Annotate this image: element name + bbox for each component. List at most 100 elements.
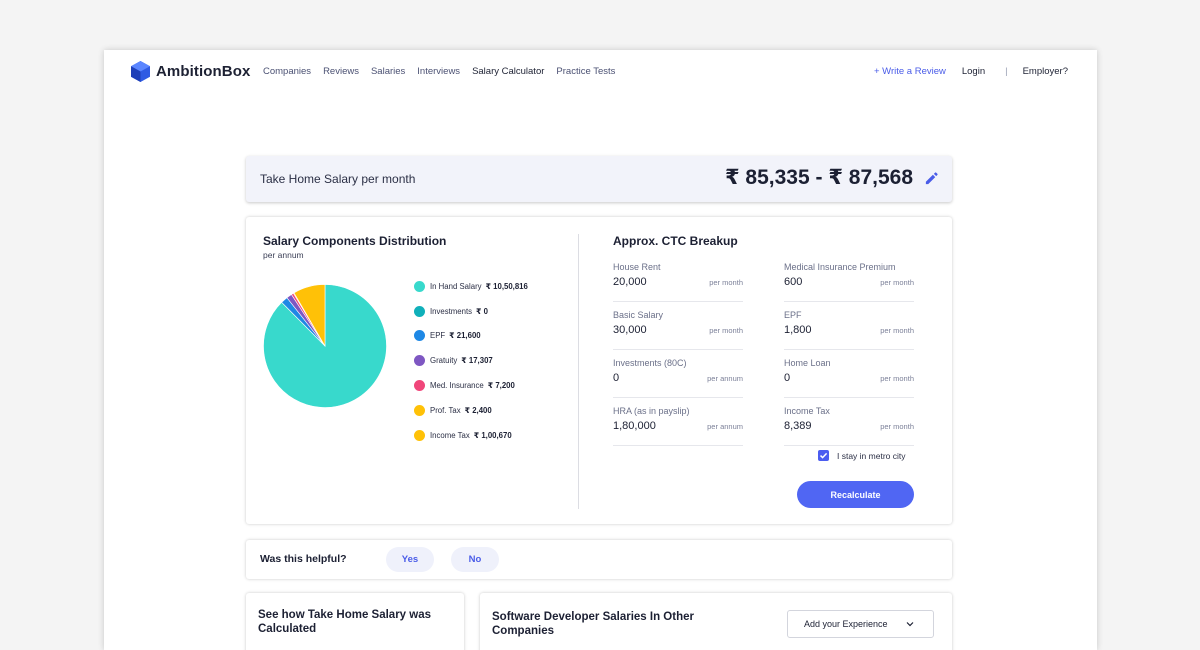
- field-unit: per month: [880, 278, 914, 287]
- top-navigation: AmbitionBox Companies Reviews Salaries I…: [104, 50, 1097, 94]
- legend-value: ₹ 10,50,816: [485, 281, 528, 291]
- legend-label: Med. Insurance: [430, 381, 484, 391]
- vertical-divider: [578, 234, 579, 509]
- legend-label: Prof. Tax: [430, 405, 461, 415]
- field-label: House Rent: [613, 262, 661, 272]
- legend-item: Prof. Tax ₹ 2,400: [414, 398, 528, 423]
- nav-link-reviews[interactable]: Reviews: [323, 66, 359, 77]
- field-label: Basic Salary: [613, 310, 664, 320]
- edit-pencil-icon[interactable]: [924, 171, 939, 186]
- employer-link[interactable]: Employer?: [1022, 66, 1068, 77]
- add-experience-dropdown[interactable]: Add your Experience: [787, 610, 934, 638]
- nav-link-interviews[interactable]: Interviews: [417, 66, 461, 77]
- legend-value: ₹ 7,200: [487, 381, 515, 391]
- field-basic-salary[interactable]: Basic Salary 30,000 per month: [613, 310, 743, 350]
- field-value[interactable]: 1,80,000: [613, 420, 656, 432]
- legend-color-dot: [414, 330, 425, 342]
- field-unit: per month: [880, 326, 914, 335]
- field-label: Medical Insurance Premium: [784, 262, 896, 272]
- field-label: EPF: [784, 310, 802, 320]
- legend-label: Investments: [430, 306, 473, 316]
- yes-button[interactable]: Yes: [386, 547, 434, 572]
- calculation-explainer-card: See how Take Home Salary was Calculated: [246, 593, 464, 650]
- field-value[interactable]: 0: [613, 372, 620, 384]
- nav-right: + Write a Review Login | Employer?: [874, 66, 1068, 77]
- legend-item: Investments ₹ 0: [414, 299, 528, 324]
- legend-item: Med. Insurance ₹ 7,200: [414, 373, 528, 398]
- write-review-link[interactable]: + Write a Review: [873, 66, 946, 77]
- field-investments-80c[interactable]: Investments (80C) 0 per annum: [613, 358, 743, 398]
- legend-item: EPF ₹ 21,600: [414, 324, 528, 349]
- field-label: Income Tax: [784, 406, 830, 416]
- field-unit: per month: [709, 278, 743, 287]
- legend-item: Income Tax ₹ 1,00,670: [414, 423, 528, 448]
- login-link[interactable]: Login: [961, 66, 986, 77]
- field-home-loan[interactable]: Home Loan 0 per month: [784, 358, 914, 398]
- salary-breakup-card: Salary Components Distribution per annum…: [246, 217, 952, 524]
- legend-color-dot: [414, 429, 425, 441]
- field-value[interactable]: 0: [784, 372, 791, 384]
- legend-label: In Hand Salary: [430, 281, 482, 291]
- field-value[interactable]: 30,000: [613, 324, 647, 336]
- field-unit: per month: [880, 422, 914, 431]
- legend-label: Income Tax: [430, 430, 470, 440]
- field-value[interactable]: 8,389: [784, 420, 812, 432]
- legend-color-dot: [414, 280, 425, 292]
- brand-name: AmbitionBox: [156, 63, 251, 80]
- field-value[interactable]: 600: [784, 276, 803, 288]
- metro-label: I stay in metro city: [837, 450, 906, 461]
- legend-label: Gratuity: [430, 356, 458, 366]
- field-unit: per annum: [707, 422, 743, 431]
- legend-color-dot: [414, 305, 425, 317]
- field-label: Home Loan: [784, 358, 831, 368]
- brand-logo[interactable]: AmbitionBox: [131, 61, 250, 82]
- distribution-title: Salary Components Distribution: [263, 234, 447, 248]
- salary-pie-chart: [263, 284, 387, 408]
- field-hra[interactable]: HRA (as in payslip) 1,80,000 per annum: [613, 406, 743, 446]
- chevron-down-icon: [906, 622, 914, 627]
- nav-links: Companies Reviews Salaries Interviews Sa…: [263, 66, 627, 77]
- nav-link-salary-calculator[interactable]: Salary Calculator: [472, 66, 545, 77]
- recalculate-button[interactable]: Recalculate: [797, 481, 914, 508]
- legend-value: ₹ 17,307: [461, 356, 493, 366]
- metro-checkbox[interactable]: [818, 450, 829, 461]
- pie-slice-income-tax: [293, 284, 326, 348]
- metro-city-toggle[interactable]: I stay in metro city: [818, 450, 906, 461]
- field-unit: per month: [880, 374, 914, 383]
- field-value[interactable]: 20,000: [613, 276, 647, 288]
- no-button[interactable]: No: [451, 547, 499, 572]
- legend-color-dot: [414, 355, 425, 367]
- helpful-feedback-bar: Was this helpful? Yes No: [246, 540, 952, 579]
- distribution-subtitle: per annum: [263, 250, 304, 260]
- add-experience-label: Add your Experience: [804, 619, 888, 629]
- legend-item: In Hand Salary ₹ 10,50,816: [414, 274, 528, 299]
- field-income-tax[interactable]: Income Tax 8,389 per month: [784, 406, 914, 446]
- field-medical-insurance[interactable]: Medical Insurance Premium 600 per month: [784, 262, 914, 302]
- take-home-salary-bar: Take Home Salary per month ₹ 85,335 - ₹ …: [246, 156, 952, 202]
- legend-label: EPF: [430, 331, 446, 341]
- ambitionbox-logo-icon: [131, 61, 150, 82]
- legend-color-dot: [414, 404, 425, 416]
- field-house-rent[interactable]: House Rent 20,000 per month: [613, 262, 743, 302]
- nav-link-practice-tests[interactable]: Practice Tests: [556, 66, 616, 77]
- helpful-question: Was this helpful?: [260, 553, 347, 565]
- nav-link-salaries[interactable]: Salaries: [370, 66, 406, 77]
- field-value[interactable]: 1,800: [784, 324, 812, 336]
- page: AmbitionBox Companies Reviews Salaries I…: [104, 50, 1097, 650]
- calculation-explainer-title: See how Take Home Salary was Calculated: [258, 609, 432, 635]
- nav-link-companies[interactable]: Companies: [263, 66, 312, 77]
- legend-value: ₹ 1,00,670: [473, 430, 512, 440]
- legend-item: Gratuity ₹ 17,307: [414, 348, 528, 373]
- field-unit: per annum: [707, 374, 743, 383]
- field-epf[interactable]: EPF 1,800 per month: [784, 310, 914, 350]
- legend-color-dot: [414, 380, 425, 392]
- field-label: HRA (as in payslip): [613, 406, 690, 416]
- other-company-salaries-title: Software Developer Salaries In Other Com…: [492, 611, 694, 637]
- field-unit: per month: [709, 326, 743, 335]
- other-company-salaries-card: Software Developer Salaries In Other Com…: [480, 593, 952, 650]
- legend-value: ₹ 0: [476, 306, 488, 316]
- take-home-value: ₹ 85,335 - ₹ 87,568: [724, 166, 913, 189]
- legend-value: ₹ 21,600: [449, 331, 481, 341]
- ctc-title: Approx. CTC Breakup: [613, 234, 738, 248]
